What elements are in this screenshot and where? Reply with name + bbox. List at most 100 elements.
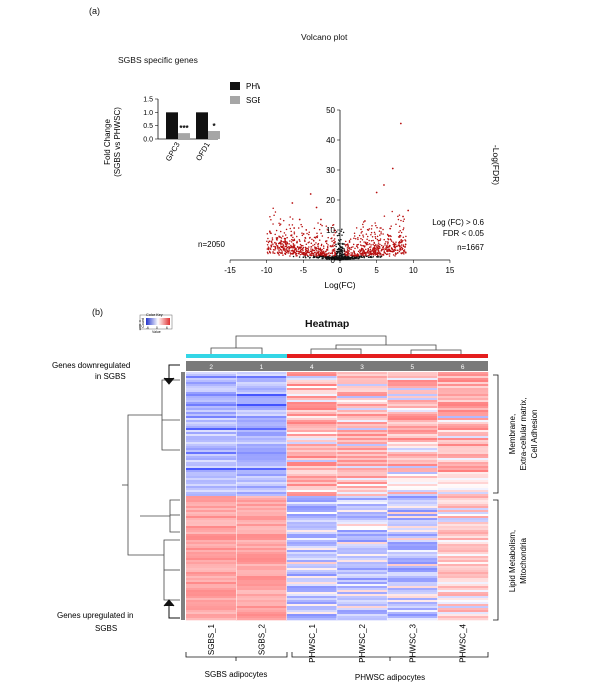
volcano-point bbox=[314, 247, 316, 249]
volcano-point bbox=[285, 243, 288, 246]
volcano-point bbox=[327, 247, 329, 249]
heatmap-cell bbox=[437, 446, 489, 449]
volcano-point bbox=[310, 242, 313, 244]
volcano-point bbox=[271, 237, 274, 239]
heatmap-cell bbox=[336, 504, 388, 507]
heatmap-cell bbox=[387, 440, 438, 443]
heatmap-cell bbox=[236, 536, 287, 539]
heatmap-cell bbox=[336, 582, 388, 585]
heatmap-cell bbox=[286, 374, 338, 377]
volcano-point bbox=[388, 244, 391, 247]
heatmap-cell bbox=[437, 600, 489, 603]
group-label-sgbs: SGBS adipocytes bbox=[205, 670, 268, 679]
heatmap-cell bbox=[236, 576, 287, 579]
heatmap-cell bbox=[336, 552, 388, 555]
heatmap-cell bbox=[387, 462, 438, 465]
heatmap-cell bbox=[286, 510, 338, 513]
heatmap-cell bbox=[336, 476, 388, 479]
volcano-point bbox=[278, 242, 280, 245]
heatmap-cell bbox=[387, 506, 438, 509]
volcano-point bbox=[316, 256, 318, 259]
heatmap-cell bbox=[437, 496, 489, 499]
heatmap-cell bbox=[336, 472, 388, 475]
volcano-point bbox=[360, 232, 362, 234]
volcano-point bbox=[302, 244, 304, 247]
heatmap-cell bbox=[387, 536, 438, 539]
heatmap-cell bbox=[387, 406, 438, 409]
volcano-point bbox=[384, 252, 387, 254]
volcano-point bbox=[357, 238, 359, 241]
volcano-point bbox=[407, 209, 410, 212]
heatmap-cell bbox=[186, 570, 237, 573]
heatmap-cell bbox=[186, 434, 237, 437]
heatmap-cell bbox=[437, 502, 489, 505]
heatmap-cell bbox=[336, 548, 388, 551]
heatmap-cell bbox=[236, 458, 287, 461]
heatmap-cell bbox=[236, 568, 287, 571]
heatmap-cell bbox=[437, 428, 489, 431]
volcano-point bbox=[369, 255, 372, 258]
volcano-point bbox=[289, 255, 291, 257]
heatmap-cell bbox=[236, 614, 287, 617]
heatmap-cell bbox=[186, 576, 237, 579]
heatmap-cell bbox=[336, 570, 388, 573]
volcano-point bbox=[269, 230, 271, 233]
volcano-point bbox=[306, 247, 308, 250]
volcano-point bbox=[382, 253, 385, 256]
volcano-point bbox=[383, 184, 385, 186]
volcano-point bbox=[397, 236, 400, 238]
heatmap-cell bbox=[437, 384, 489, 387]
volcano-point bbox=[378, 247, 380, 250]
volcano-point bbox=[389, 227, 392, 230]
volcano-point bbox=[366, 255, 368, 258]
volcano-point bbox=[361, 252, 363, 254]
heatmap-cell bbox=[286, 598, 338, 601]
right-label-top-line-3: Cell Adhesion bbox=[530, 410, 539, 459]
volcano-point bbox=[309, 193, 312, 195]
volcano-point bbox=[347, 249, 349, 252]
volcano-point bbox=[391, 167, 394, 170]
heatmap-cell bbox=[387, 508, 438, 511]
volcano-point bbox=[274, 249, 276, 251]
volcano-point bbox=[362, 221, 365, 223]
volcano-point bbox=[362, 236, 365, 238]
volcano-point bbox=[290, 246, 292, 249]
column-number: 5 bbox=[411, 364, 415, 371]
volcano-point bbox=[316, 247, 318, 250]
heatmap-cell bbox=[286, 448, 338, 451]
heatmap-cell bbox=[236, 506, 287, 509]
heatmap-cell bbox=[236, 374, 287, 377]
volcano-point bbox=[404, 239, 406, 241]
volcano-point bbox=[292, 250, 294, 252]
volcano-point bbox=[336, 251, 339, 254]
volcano-point bbox=[336, 254, 338, 256]
volcano-x-tick-label: 5 bbox=[374, 266, 379, 275]
heatmap-cell bbox=[387, 460, 438, 463]
volcano-point bbox=[299, 247, 301, 250]
volcano-point bbox=[341, 252, 344, 254]
heatmap-cell bbox=[186, 442, 237, 445]
volcano-point bbox=[302, 246, 305, 249]
volcano-point bbox=[305, 250, 308, 252]
heatmap-cell bbox=[387, 386, 438, 389]
volcano-point bbox=[402, 228, 404, 231]
heatmap-cell bbox=[336, 600, 388, 603]
volcano-point bbox=[290, 230, 292, 233]
volcano-point bbox=[344, 255, 347, 258]
volcano-point bbox=[393, 250, 395, 252]
volcano-point bbox=[356, 246, 359, 249]
row-label-up-line-2: SGBS bbox=[95, 624, 117, 633]
heatmap-cell bbox=[286, 392, 338, 395]
volcano-point bbox=[379, 243, 381, 246]
heatmap-cell bbox=[286, 550, 338, 553]
volcano-point bbox=[378, 245, 380, 248]
heatmap-cell bbox=[437, 616, 489, 619]
volcano-point bbox=[374, 251, 376, 253]
volcano-point bbox=[403, 218, 405, 220]
heatmap-cell bbox=[236, 530, 287, 533]
volcano-point bbox=[333, 234, 335, 236]
heatmap-cell bbox=[336, 412, 388, 415]
volcano-point bbox=[381, 254, 383, 256]
volcano-point bbox=[402, 236, 405, 238]
heatmap-cell bbox=[286, 544, 338, 547]
